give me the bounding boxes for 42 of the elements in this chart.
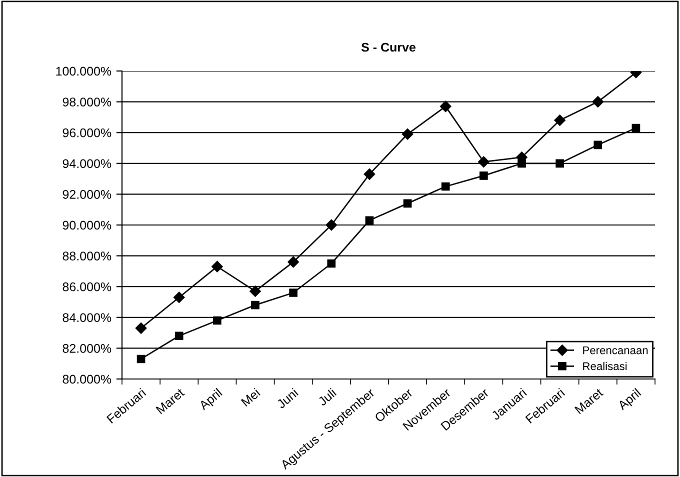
point (213, 316, 222, 325)
y-tick-label: 96.000% (62, 128, 112, 138)
y-tick-label: 86.000% (62, 282, 112, 292)
point (288, 256, 299, 268)
chart-title: S - Curve (361, 42, 416, 52)
y-tick-label: 82.000% (62, 344, 112, 353)
x-tick-label: Juni (276, 388, 299, 409)
y-tick-label: 100.000% (56, 66, 112, 76)
point (441, 182, 450, 191)
point (135, 322, 147, 334)
point (440, 100, 452, 112)
point (326, 219, 337, 231)
point (174, 292, 185, 303)
point (632, 124, 640, 132)
point (136, 354, 146, 364)
y-tick-label: 88.000% (62, 252, 112, 260)
point (251, 300, 260, 310)
point (594, 140, 602, 150)
point (480, 172, 488, 180)
point (289, 288, 298, 297)
point (478, 156, 490, 168)
point (365, 216, 374, 225)
point (556, 159, 564, 168)
legend-label: Perencanaan (583, 346, 648, 354)
point (554, 114, 566, 126)
point (174, 332, 184, 340)
point (518, 159, 526, 168)
y-tick-label: 90.000% (62, 220, 112, 230)
point (364, 168, 376, 180)
point (592, 96, 604, 108)
y-tick-label: 98.000% (62, 98, 112, 106)
x-tick-label: Mei (240, 388, 261, 407)
point (327, 259, 336, 268)
y-tick-label: 84.000% (62, 313, 112, 322)
y-tick-label: 92.000% (62, 190, 112, 199)
point (212, 260, 223, 272)
y-tick-label: 94.000% (62, 159, 112, 168)
point (402, 128, 414, 140)
legend-label: Realisasi (583, 362, 627, 370)
point (403, 199, 412, 208)
point (250, 286, 261, 297)
y-tick-label: 80.000% (62, 374, 112, 384)
